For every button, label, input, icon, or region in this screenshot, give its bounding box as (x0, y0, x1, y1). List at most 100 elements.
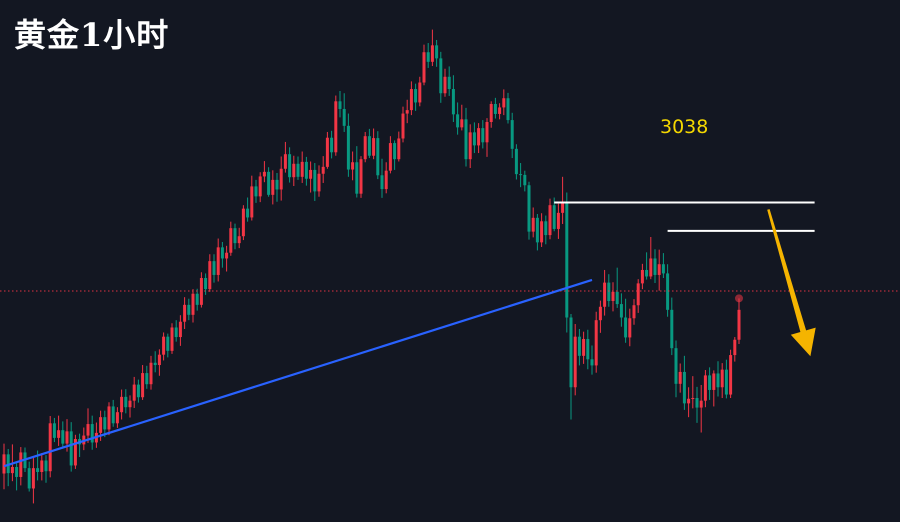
candle-body (464, 119, 468, 160)
candle-body (380, 175, 384, 190)
candle-body (99, 417, 103, 433)
candle-body (271, 179, 275, 195)
candle (544, 215, 548, 245)
candle (502, 89, 506, 116)
candle-body (619, 304, 623, 318)
candle (229, 221, 233, 256)
candle-body (187, 304, 191, 315)
candle (69, 422, 73, 472)
candle-body (624, 317, 628, 338)
candle (540, 213, 544, 247)
candle (577, 329, 581, 366)
candle (145, 365, 149, 389)
candle-body (19, 452, 23, 477)
candle (472, 122, 476, 154)
candle (653, 249, 657, 283)
candle (120, 389, 124, 420)
candle-body (342, 108, 346, 126)
candle-body (695, 398, 699, 408)
candle-body (208, 261, 212, 290)
candle (506, 92, 510, 124)
overlay-layer (0, 201, 900, 468)
candle-body (699, 400, 703, 408)
candle-body (523, 174, 527, 186)
candle-body (52, 423, 56, 438)
candle-body (57, 430, 61, 438)
candle (300, 151, 304, 183)
candle (661, 253, 665, 279)
candle (90, 415, 94, 450)
candle-body (283, 154, 287, 169)
candle (367, 128, 371, 159)
candle-body (426, 52, 430, 62)
candle (619, 293, 623, 327)
candle (603, 269, 607, 316)
candle (380, 158, 384, 198)
candle-body (716, 373, 720, 388)
candle (645, 252, 649, 280)
candle (166, 333, 170, 358)
candle (61, 421, 65, 449)
candle-body (393, 143, 397, 160)
candle-body (313, 169, 317, 192)
candle (657, 249, 661, 291)
candle-body (687, 398, 691, 404)
candle (720, 363, 724, 398)
candle-body (178, 321, 182, 338)
candle-body (250, 186, 254, 218)
candle (31, 457, 35, 504)
candle-body (472, 132, 476, 146)
candle (628, 308, 632, 347)
candle (464, 107, 468, 167)
candle-body (195, 293, 199, 305)
candle-body (661, 264, 665, 274)
candle-body (481, 128, 485, 143)
candle (216, 238, 220, 282)
candle-body (174, 327, 178, 338)
candle (409, 81, 413, 116)
candle (233, 223, 237, 250)
candle-body (262, 171, 266, 177)
candle (212, 254, 216, 283)
candle-body (409, 89, 413, 111)
candle-body (191, 293, 195, 315)
candle-body (267, 171, 271, 195)
candle-body (162, 336, 166, 355)
candle (388, 136, 392, 174)
candle-body (132, 384, 136, 401)
candle (510, 112, 514, 159)
candle-body (498, 107, 502, 114)
candle (737, 298, 741, 344)
candle-body (477, 128, 481, 146)
candle-body (90, 424, 94, 443)
candle (313, 163, 317, 201)
candle (304, 156, 308, 186)
candle-body (598, 306, 602, 321)
candle (607, 274, 611, 307)
candle (141, 365, 145, 400)
candle-body (603, 282, 607, 307)
candle-body (582, 338, 586, 356)
candle-body (640, 269, 644, 284)
candle-body (460, 119, 464, 128)
candle-body (120, 396, 124, 413)
candle-body (544, 221, 548, 236)
candle (401, 106, 405, 143)
candle-body (447, 76, 451, 90)
candle (426, 43, 430, 68)
candle-body (729, 355, 733, 395)
candle (178, 315, 182, 346)
candle (359, 156, 363, 198)
candle (275, 172, 279, 202)
candle-body (703, 375, 707, 401)
candle-body (590, 359, 594, 366)
candle-body (111, 406, 115, 424)
candle-body (636, 283, 640, 306)
candle (435, 39, 439, 67)
candle-body (334, 101, 338, 153)
candle-body (107, 406, 111, 430)
candle-body (338, 101, 342, 109)
candle-body (292, 163, 296, 178)
candle-body (288, 154, 292, 178)
candle-body (233, 228, 237, 244)
